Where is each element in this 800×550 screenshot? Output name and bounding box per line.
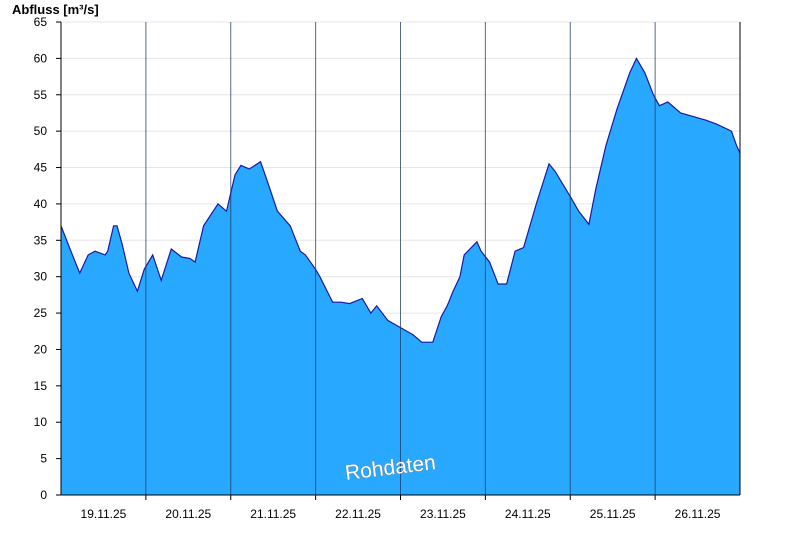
y-tick-label: 65 [34,15,48,29]
axes: 0 5 10 15 20 25 30 35 40 45 50 55 60 65 19.11.25 20.11.… [34,15,741,521]
y-tick-label: 30 [34,270,48,284]
y-tick-label: 15 [34,379,48,393]
series-line [60,57,741,343]
x-tick-label: 23.11.25 [420,507,466,521]
y-tick-label: 50 [34,124,48,138]
y-tick-label: 40 [34,197,48,211]
x-tick-label: 26.11.25 [675,507,721,521]
y-tick-label: 60 [34,51,48,65]
y-tick-label: 55 [34,88,48,102]
plot-area [60,21,741,496]
y-tick-label: 5 [40,452,47,466]
x-tick-label: 22.11.25 [335,507,381,521]
y-tick-label: 45 [34,161,48,175]
x-tick-label: 21.11.25 [250,507,296,521]
y-axis-label: Abfluss [m³/s] [12,2,99,17]
y-tick-label: 25 [34,306,48,320]
y-tick-label: 20 [34,342,48,356]
x-tick-label: 24.11.25 [505,507,551,521]
x-tick-label: 19.11.25 [81,507,127,521]
x-tick-label: 25.11.25 [590,507,636,521]
x-tick-label: 20.11.25 [165,507,211,521]
y-tick-label: 35 [34,233,48,247]
y-tick-label: 0 [40,488,47,502]
y-tick-label: 10 [34,415,48,429]
